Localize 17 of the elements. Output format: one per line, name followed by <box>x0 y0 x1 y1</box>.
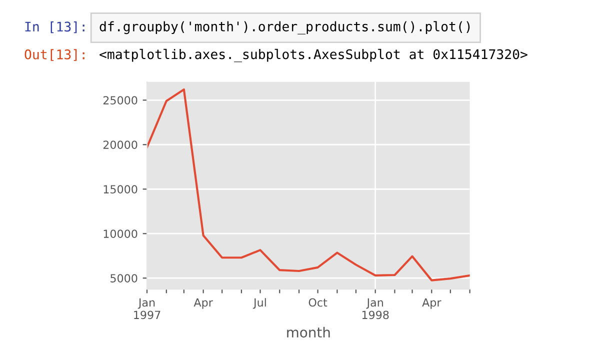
text: In [13]: <box>25 21 84 34</box>
y-tick-label: 20000 <box>103 140 138 150</box>
x-tick-label: Jul <box>252 298 266 309</box>
text: df.groupby('month').order_products.sum().plot() <box>100 21 470 34</box>
text: Out[13]: <box>24 49 84 61</box>
y-tick-label: 10000 <box>104 230 138 238</box>
x-tick-label: Oct <box>308 298 328 307</box>
y-tick-label: 5000 <box>110 274 138 282</box>
x-axis-title: month <box>287 326 330 338</box>
text: <matplotlib.axes._subplots.AxesSubplot at 0x115417320> <box>100 48 528 62</box>
x-tick-label: Jan 1998 <box>362 298 389 320</box>
line-series <box>147 88 470 282</box>
x-tick-label: Jan 1997 <box>134 298 160 320</box>
x-tick-label: Apr <box>422 298 442 309</box>
y-tick-label: 15000 <box>104 185 138 194</box>
y-tick-label: 25000 <box>103 96 138 105</box>
x-tick-label: Apr <box>194 298 213 309</box>
